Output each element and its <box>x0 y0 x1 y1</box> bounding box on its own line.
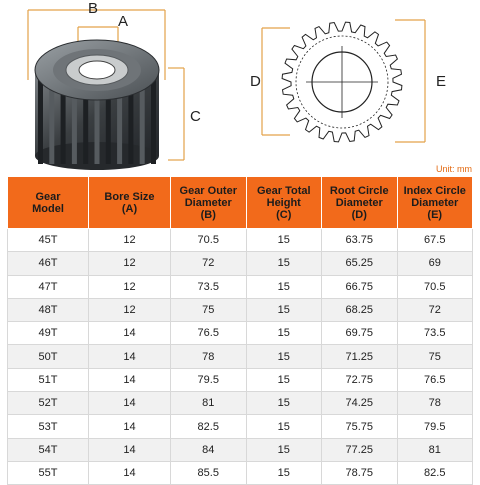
cell-root: 68.25 <box>321 297 398 323</box>
cell-model: 49T <box>7 321 89 346</box>
header-root-circle: Root Circle Diameter (D) <box>321 176 398 229</box>
cell-outer: 82.5 <box>170 414 247 439</box>
cell-index: 69 <box>396 251 473 276</box>
cell-outer: 84 <box>170 437 247 462</box>
cell-model: 55T <box>7 460 89 485</box>
cell-bore: 12 <box>88 251 171 276</box>
cell-root: 69.75 <box>321 321 398 346</box>
table-row: 52T 14 81 15 74.25 78 <box>7 391 473 416</box>
gear-schematic <box>281 21 403 143</box>
label-d: D <box>250 73 261 90</box>
cell-height: 15 <box>245 437 322 462</box>
cell-model: 50T <box>7 344 89 369</box>
cell-height: 15 <box>245 227 322 253</box>
label-c: C <box>190 108 201 125</box>
cell-outer: 85.5 <box>170 460 247 485</box>
cell-outer: 70.5 <box>170 227 247 253</box>
cell-height: 15 <box>245 414 322 439</box>
cell-height: 15 <box>245 344 322 369</box>
cell-index: 73.5 <box>396 321 473 346</box>
cell-outer: 81 <box>170 391 247 416</box>
cell-model: 52T <box>7 391 89 416</box>
header-total-height: Gear Total Height (C) <box>245 176 322 229</box>
cell-outer: 79.5 <box>170 367 247 393</box>
table-row: 51T 14 79.5 15 72.75 76.5 <box>7 367 473 393</box>
cell-bore: 12 <box>88 297 171 323</box>
cell-model: 47T <box>7 274 89 299</box>
cell-outer: 75 <box>170 297 247 323</box>
cell-height: 15 <box>245 391 322 416</box>
cell-root: 75.75 <box>321 414 398 439</box>
cell-bore: 12 <box>88 274 171 299</box>
table-row: 49T 14 76.5 15 69.75 73.5 <box>7 321 473 346</box>
cell-outer: 72 <box>170 251 247 276</box>
cell-bore: 14 <box>88 321 171 346</box>
gear-spec-table: Gear Model Bore Size (A) Gear Outer Diam… <box>7 176 473 485</box>
cell-root: 65.25 <box>321 251 398 276</box>
table-row: 45T 12 70.5 15 63.75 67.5 <box>7 227 473 253</box>
table-row: 53T 14 82.5 15 75.75 79.5 <box>7 414 473 439</box>
cell-index: 75 <box>396 344 473 369</box>
cell-index: 78 <box>396 391 473 416</box>
label-a: A <box>118 13 128 30</box>
table-row: 55T 14 85.5 15 78.75 82.5 <box>7 460 473 485</box>
cell-model: 51T <box>7 367 89 393</box>
table-body: 45T 12 70.5 15 63.75 67.5 46T 12 72 15 65.25 69 47T 1… <box>7 227 473 485</box>
cell-height: 15 <box>245 274 322 299</box>
cell-height: 15 <box>245 321 322 346</box>
cell-index: 81 <box>396 437 473 462</box>
table-row: 46T 12 72 15 65.25 69 <box>7 251 473 276</box>
cell-bore: 14 <box>88 367 171 393</box>
cell-root: 63.75 <box>321 227 398 253</box>
table-row: 47T 12 73.5 15 66.75 70.5 <box>7 274 473 299</box>
cell-outer: 76.5 <box>170 321 247 346</box>
cell-model: 48T <box>7 297 89 323</box>
cell-root: 74.25 <box>321 391 398 416</box>
cell-index: 67.5 <box>396 227 473 253</box>
cell-index: 76.5 <box>396 367 473 393</box>
cell-bore: 14 <box>88 344 171 369</box>
cell-root: 77.25 <box>321 437 398 462</box>
cell-height: 15 <box>245 460 322 485</box>
header-index-circle: Index Circle Diameter (E) <box>396 176 473 229</box>
cell-index: 72 <box>396 297 473 323</box>
gear-dimension-figure: B A C D E <box>0 0 480 175</box>
cell-outer: 73.5 <box>170 274 247 299</box>
cell-root: 72.75 <box>321 367 398 393</box>
cell-model: 53T <box>7 414 89 439</box>
label-e: E <box>436 73 446 90</box>
gear-dimension-diagram: B A C D E <box>27 0 446 170</box>
cell-bore: 14 <box>88 460 171 485</box>
cell-bore: 14 <box>88 391 171 416</box>
cell-root: 66.75 <box>321 274 398 299</box>
cell-height: 15 <box>245 297 322 323</box>
cell-model: 54T <box>7 437 89 462</box>
cell-bore: 12 <box>88 227 171 253</box>
label-b: B <box>88 0 98 17</box>
cell-model: 46T <box>7 251 89 276</box>
header-gear-model: Gear Model <box>7 176 89 229</box>
cell-model: 45T <box>7 227 89 253</box>
header-bore-size: Bore Size (A) <box>88 176 171 229</box>
header-outer-diameter: Gear Outer Diameter (B) <box>170 176 247 229</box>
cell-bore: 14 <box>88 414 171 439</box>
cell-bore: 14 <box>88 437 171 462</box>
table-row: 50T 14 78 15 71.25 75 <box>7 344 473 369</box>
cell-index: 70.5 <box>396 274 473 299</box>
cell-height: 15 <box>245 367 322 393</box>
cell-index: 79.5 <box>396 414 473 439</box>
table-row: 54T 14 84 15 77.25 81 <box>7 437 473 462</box>
table-header-row: Gear Model Bore Size (A) Gear Outer Diam… <box>7 176 473 229</box>
table-row: 48T 12 75 15 68.25 72 <box>7 297 473 323</box>
cell-height: 15 <box>245 251 322 276</box>
cell-root: 71.25 <box>321 344 398 369</box>
cell-index: 82.5 <box>396 460 473 485</box>
unit-label: Unit: mm <box>436 164 472 174</box>
gear-photo <box>34 39 160 170</box>
cell-outer: 78 <box>170 344 247 369</box>
cell-root: 78.75 <box>321 460 398 485</box>
